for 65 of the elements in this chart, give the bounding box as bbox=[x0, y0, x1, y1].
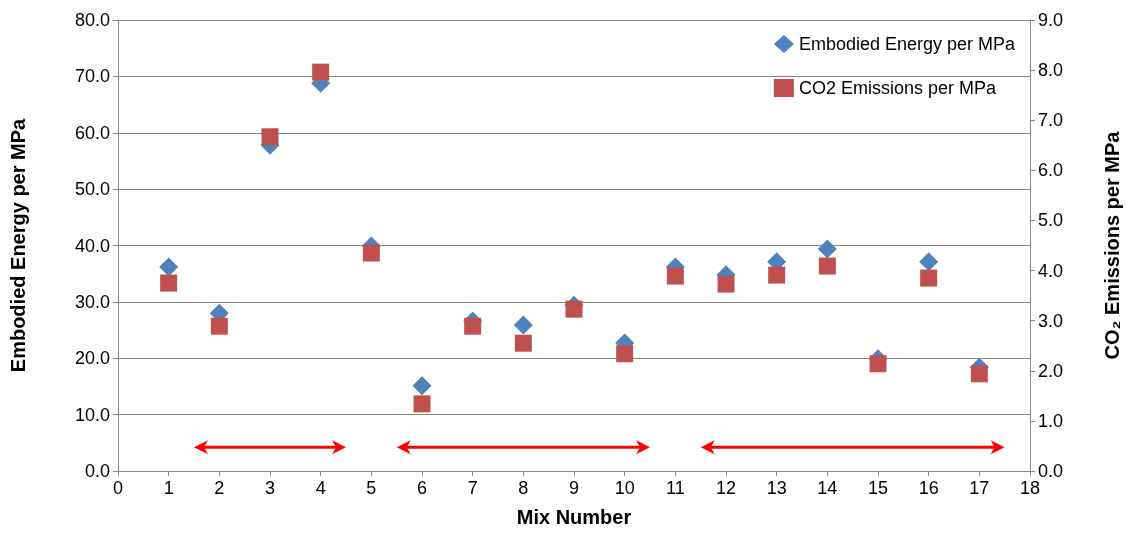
point bbox=[666, 267, 684, 285]
point bbox=[970, 365, 988, 383]
y2-tick-label: 1.0 bbox=[1038, 410, 1064, 431]
x-tick-label: 17 bbox=[969, 478, 990, 498]
point bbox=[514, 334, 532, 352]
y-tick-label: 50.0 bbox=[74, 179, 110, 200]
x-tick-label: 0 bbox=[112, 478, 124, 498]
point bbox=[513, 315, 533, 335]
point bbox=[818, 257, 836, 275]
x-tick-label: 15 bbox=[867, 478, 889, 498]
point bbox=[869, 355, 887, 373]
point bbox=[616, 345, 634, 363]
y-axis-title: Embodied Energy per MPa bbox=[7, 117, 29, 373]
x-axis-title: Mix Number bbox=[516, 506, 632, 528]
point bbox=[362, 244, 380, 262]
y-tick-label: 80.0 bbox=[74, 10, 110, 30]
point bbox=[768, 266, 786, 284]
point bbox=[160, 274, 178, 292]
y2-tick-label: 6.0 bbox=[1038, 160, 1064, 181]
y-tick-label: 20.0 bbox=[74, 348, 110, 369]
x-tick-label: 6 bbox=[416, 478, 428, 498]
point bbox=[920, 269, 938, 287]
point bbox=[210, 317, 228, 335]
x-tick-label: 7 bbox=[467, 478, 478, 498]
point bbox=[312, 63, 330, 81]
point bbox=[159, 257, 179, 277]
point bbox=[261, 128, 279, 146]
x-tick-label: 11 bbox=[665, 478, 685, 498]
y-tick-label: 10.0 bbox=[74, 404, 110, 425]
x-tick-label: 9 bbox=[568, 478, 580, 498]
x-tick-label: 2 bbox=[214, 478, 225, 498]
y-tick-label: 70.0 bbox=[74, 66, 110, 87]
legend-label: Embodied Energy per MPa bbox=[798, 34, 1016, 54]
x-tick-label: 12 bbox=[715, 478, 737, 498]
y2-tick-label: 9.0 bbox=[1038, 10, 1064, 30]
x-tick-label: 16 bbox=[918, 478, 939, 498]
x-tick-label: 1 bbox=[163, 478, 174, 498]
point bbox=[919, 252, 939, 272]
y2-tick-label: 2.0 bbox=[1038, 360, 1064, 381]
x-tick-label: 13 bbox=[766, 478, 787, 498]
y2-tick-label: 4.0 bbox=[1038, 260, 1064, 281]
x-tick-label: 3 bbox=[264, 478, 276, 498]
y2-tick-label: 7.0 bbox=[1038, 110, 1064, 131]
x-tick-label: 10 bbox=[614, 478, 635, 498]
point bbox=[817, 239, 837, 259]
point bbox=[412, 376, 432, 396]
y2-tick-label: 0.0 bbox=[1038, 461, 1064, 481]
x-tick-label: 5 bbox=[366, 478, 377, 498]
x-tick-label: 4 bbox=[315, 478, 326, 498]
y-tick-label: 0.0 bbox=[84, 461, 110, 481]
x-tick-label: 14 bbox=[817, 478, 838, 498]
y2-tick-label: 8.0 bbox=[1038, 60, 1064, 81]
point bbox=[565, 300, 583, 318]
x-tick-label: 18 bbox=[1019, 478, 1041, 498]
y2-tick-label: 5.0 bbox=[1038, 210, 1064, 231]
legend-label: CO2 Emissions per MPa bbox=[798, 78, 997, 98]
y-tick-label: 30.0 bbox=[74, 291, 110, 312]
point bbox=[717, 275, 735, 293]
point bbox=[464, 317, 482, 335]
y-tick-label: 40.0 bbox=[74, 235, 110, 256]
y2-axis-title: CO₂ Emissions per MPa bbox=[1101, 130, 1123, 360]
point bbox=[413, 395, 431, 413]
y-tick-label: 60.0 bbox=[74, 122, 110, 143]
x-tick-label: 8 bbox=[518, 478, 529, 498]
y2-tick-label: 3.0 bbox=[1038, 310, 1064, 331]
